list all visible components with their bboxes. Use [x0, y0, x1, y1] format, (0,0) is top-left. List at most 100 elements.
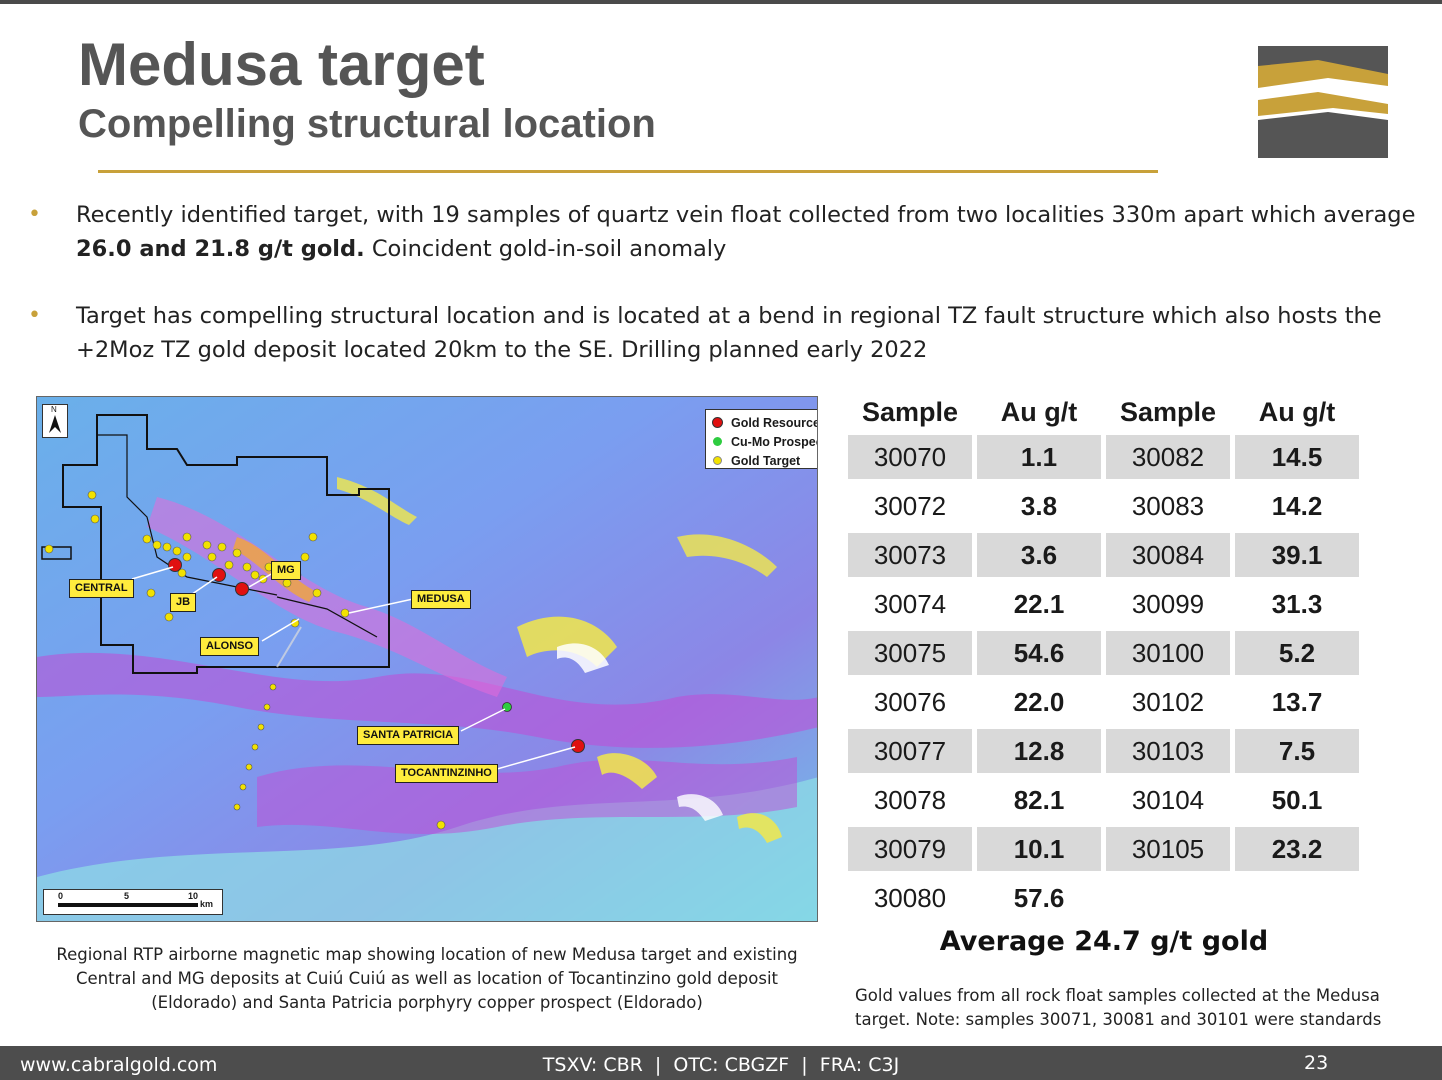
legend-item-cu-mo-prospect: Cu-Mo Prospect	[712, 432, 818, 451]
table-row: 30077 12.8 30103 7.5	[848, 729, 1364, 778]
label-santa-patricia: SANTA PATRICIA	[357, 726, 460, 745]
table-cell: 30079	[848, 827, 972, 871]
table-row: 30078 82.1 30104 50.1	[848, 778, 1364, 827]
table-cell: 5.2	[1235, 631, 1359, 675]
sample-table: Sample Au g/t Sample Au g/t 30070 1.1 3008…	[848, 390, 1364, 925]
north-arrow-icon	[49, 415, 61, 433]
company-logo	[1258, 46, 1388, 158]
footer: www.cabralgold.com TSXV: CBR | OTC: CBGZ…	[0, 1046, 1442, 1080]
map-legend: Gold Resource Cu-Mo Prospect Gold Target	[705, 409, 818, 469]
table-cell	[1235, 876, 1359, 920]
table-cell: 30077	[848, 729, 972, 773]
legend-item-gold-resource: Gold Resource	[712, 413, 817, 432]
table-cell: 1.1	[977, 435, 1101, 479]
table-cell: 30072	[873, 490, 947, 521]
table-cell: 30099	[1131, 588, 1205, 619]
top-bar	[0, 0, 1442, 4]
table-row: 30070 1.1 30082 14.5	[848, 435, 1364, 484]
label-central: CENTRAL	[69, 579, 134, 598]
table-header: Sample Au g/t Sample Au g/t	[848, 390, 1364, 435]
table-row: 30080 57.6	[848, 876, 1364, 925]
header-cell: Au g/t	[1000, 396, 1078, 427]
legend-label: Cu-Mo Prospect	[731, 434, 818, 449]
bullet-icon: •	[28, 202, 41, 227]
table-cell: 22.1	[1013, 588, 1065, 619]
table-cell: 13.7	[1271, 686, 1323, 717]
legend-label: Gold Target	[731, 453, 801, 468]
label-tocantinzinho: TOCANTINZINHO	[395, 764, 498, 783]
table-cell: 30103	[1106, 729, 1230, 773]
table-cell: 30104	[1131, 784, 1205, 815]
table-cell: 30100	[1106, 631, 1230, 675]
table-row: 30072 3.8 30083 14.2	[848, 484, 1364, 533]
table-cell: 57.6	[1013, 882, 1065, 913]
yellow-dot-icon	[713, 456, 722, 465]
average-value: Average 24.7 g/t gold	[939, 926, 1269, 957]
table-cell: 14.2	[1271, 490, 1323, 521]
ticker-symbols: TSXV: CBR | OTC: CBGZF | FRA: C3J	[542, 1054, 900, 1076]
table-cell: 30076	[873, 686, 947, 717]
label-jb: JB	[170, 593, 197, 612]
table-row: 30074 22.1 30099 31.3	[848, 582, 1364, 631]
table-row: 30073 3.6 30084 39.1	[848, 533, 1364, 582]
table-cell: 30080	[873, 882, 947, 913]
title-divider	[98, 170, 1158, 173]
bullet-item: • Recently identified target, with 19 sa…	[28, 198, 1433, 266]
table-cell: 7.5	[1235, 729, 1359, 773]
table-cell: 14.5	[1235, 435, 1359, 479]
header-cell: Au g/t	[1258, 396, 1336, 427]
table-cell: 30074	[873, 588, 947, 619]
table-cell: 30082	[1106, 435, 1230, 479]
table-cell: 23.2	[1235, 827, 1359, 871]
page-number: 23	[1304, 1052, 1329, 1074]
table-cell: 22.0	[1013, 686, 1065, 717]
page-subtitle: Compelling structural location	[78, 102, 656, 146]
header-cell: Sample	[1119, 396, 1217, 427]
table-cell: 30073	[848, 533, 972, 577]
scale-tick: 10	[188, 891, 199, 901]
bullet-text-after: Coincident gold-in-soil anomaly	[364, 236, 727, 262]
table-row: 30075 54.6 30100 5.2	[848, 631, 1364, 680]
page-title: Medusa target	[78, 31, 485, 98]
map-graphic	[37, 397, 817, 921]
bullet-text: Target has compelling structural locatio…	[76, 303, 1382, 363]
table-cell: 12.8	[977, 729, 1101, 773]
table-row: 30079 10.1 30105 23.2	[848, 827, 1364, 876]
website-link[interactable]: www.cabralgold.com	[20, 1054, 218, 1076]
table-cell: 30105	[1106, 827, 1230, 871]
table-cell: 10.1	[977, 827, 1101, 871]
bullet-icon: •	[28, 303, 41, 328]
table-cell: 50.1	[1271, 784, 1323, 815]
magnetic-map: N Gold Resource Cu-Mo Prospect Gold Targ…	[36, 396, 818, 922]
scale-bar: 0 5 10 km	[43, 889, 223, 915]
label-alonso: ALONSO	[200, 637, 260, 656]
north-arrow: N	[42, 404, 68, 438]
table-cell: 31.3	[1271, 588, 1323, 619]
label-mg: MG	[271, 561, 301, 580]
scale-tick: 5	[124, 891, 130, 901]
table-cell	[1106, 876, 1230, 920]
table-cell: 30070	[848, 435, 972, 479]
table-cell: 82.1	[1013, 784, 1065, 815]
header-cell: Sample	[861, 396, 959, 427]
table-cell: 30102	[1131, 686, 1205, 717]
bullet-bold: 26.0 and 21.8 g/t gold.	[76, 236, 365, 262]
table-note: Gold values from all rock float samples …	[855, 986, 1382, 1029]
table-body: 30070 1.1 30082 14.5 30072 3.8 30083 14.2 30073 3…	[848, 435, 1364, 925]
red-dot-icon	[712, 417, 723, 428]
bullet-list: • Recently identified target, with 19 sa…	[28, 198, 1433, 400]
scale-unit: km	[200, 899, 214, 909]
table-row: 30076 22.0 30102 13.7	[848, 680, 1364, 729]
green-dot-icon	[713, 437, 722, 446]
table-cell: 30083	[1131, 490, 1205, 521]
table-cell: 30075	[848, 631, 972, 675]
scale-line	[58, 903, 198, 907]
map-caption: Regional RTP airborne magnetic map showi…	[56, 945, 798, 1012]
table-cell: 39.1	[1235, 533, 1359, 577]
table-cell: 3.6	[977, 533, 1101, 577]
bullet-item: • Target has compelling structural locat…	[28, 299, 1433, 367]
table-cell: 30084	[1106, 533, 1230, 577]
table-cell: 3.8	[1020, 490, 1058, 521]
label-medusa: MEDUSA	[411, 590, 471, 609]
scale-tick: 0	[58, 891, 64, 901]
